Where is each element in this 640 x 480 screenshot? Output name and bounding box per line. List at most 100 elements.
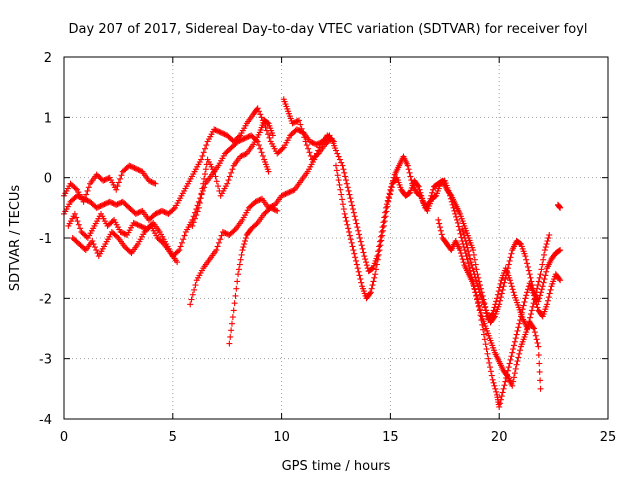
data-point: [539, 261, 546, 268]
data-point: [480, 326, 487, 333]
data-point: [513, 361, 520, 368]
data-point: [187, 301, 194, 308]
data-point: [240, 136, 247, 143]
data-point: [297, 121, 304, 128]
data-point: [292, 119, 299, 126]
data-point: [230, 307, 237, 314]
data-point: [147, 178, 154, 185]
data-point: [98, 202, 105, 209]
data-point: [505, 364, 512, 371]
data-point: [296, 117, 303, 124]
data-point: [202, 171, 209, 178]
data-point: [494, 291, 501, 298]
data-point: [483, 346, 490, 353]
data-point: [436, 220, 443, 227]
x-tick-label: 20: [491, 430, 508, 445]
data-point: [152, 210, 159, 217]
data-point: [545, 294, 552, 301]
x-tick-label: 15: [382, 430, 399, 445]
data-point: [523, 292, 530, 299]
data-point: [353, 257, 360, 264]
data-point: [496, 284, 503, 291]
data-point: [238, 136, 245, 143]
data-point: [132, 165, 139, 172]
data-point: [227, 333, 234, 340]
data-point: [259, 152, 266, 159]
data-point: [306, 149, 313, 156]
data-point: [283, 190, 290, 197]
data-point: [542, 244, 549, 251]
data-point: [499, 389, 506, 396]
data-point: [482, 307, 489, 314]
data-point: [506, 257, 513, 264]
data-point: [164, 210, 171, 217]
data-point: [238, 251, 245, 258]
data-point: [333, 162, 339, 169]
data-point: [221, 229, 228, 236]
data-point: [386, 191, 393, 198]
data-point: [522, 253, 529, 260]
data-point: [156, 209, 163, 216]
data-point: [221, 131, 228, 138]
data-point: [198, 190, 205, 197]
data-point: [254, 105, 261, 112]
data-point: [340, 166, 347, 173]
data-point: [361, 253, 368, 260]
data-point: [235, 271, 242, 278]
data-point: [516, 320, 523, 327]
data-point: [180, 236, 187, 243]
data-point: [287, 188, 294, 195]
data-point: [511, 338, 518, 345]
data-point: [523, 256, 530, 263]
data-point: [289, 187, 296, 194]
data-point: [453, 216, 460, 223]
data-point: [532, 332, 539, 339]
data-point: [334, 172, 341, 179]
data-point: [493, 388, 500, 395]
data-point: [473, 277, 480, 284]
data-point: [115, 200, 122, 207]
data-point: [417, 189, 424, 196]
data-point: [472, 274, 479, 281]
data-point: [517, 317, 524, 324]
data-point: [414, 182, 421, 189]
data-point: [236, 261, 243, 268]
data-point: [135, 166, 142, 173]
data-point: [258, 149, 265, 156]
data-point: [468, 262, 475, 269]
data-point: [137, 222, 144, 229]
data-point: [237, 153, 244, 160]
data-point: [198, 156, 205, 163]
data-point: [372, 271, 379, 278]
data-point: [497, 280, 504, 287]
data-point: [526, 271, 533, 278]
data-point: [527, 311, 534, 318]
data-point: [118, 199, 125, 206]
data-point: [543, 241, 550, 248]
data-point: [349, 243, 356, 250]
data-point: [352, 216, 359, 223]
data-point: [257, 196, 264, 203]
data-point: [340, 206, 347, 213]
data-point: [544, 238, 551, 245]
data-point: [219, 228, 226, 235]
data-point: [511, 370, 518, 377]
data-point: [541, 251, 548, 258]
data-point: [282, 190, 289, 197]
chart-title: Day 207 of 2017, Sidereal Day-to-day VTE…: [69, 22, 588, 37]
data-point: [544, 301, 551, 308]
data-point: [430, 186, 437, 193]
data-point: [407, 173, 414, 180]
data-point: [233, 285, 240, 292]
data-point: [525, 321, 532, 328]
data-point: [339, 201, 346, 208]
data-point: [546, 290, 553, 297]
data-point: [471, 256, 478, 263]
axis-ticks: [63, 56, 609, 420]
data-point: [354, 224, 361, 231]
data-point: [497, 294, 504, 301]
data-point: [537, 377, 544, 384]
data-point: [84, 187, 91, 194]
x-tick-label: 10: [273, 430, 290, 445]
data-point: [465, 260, 472, 267]
